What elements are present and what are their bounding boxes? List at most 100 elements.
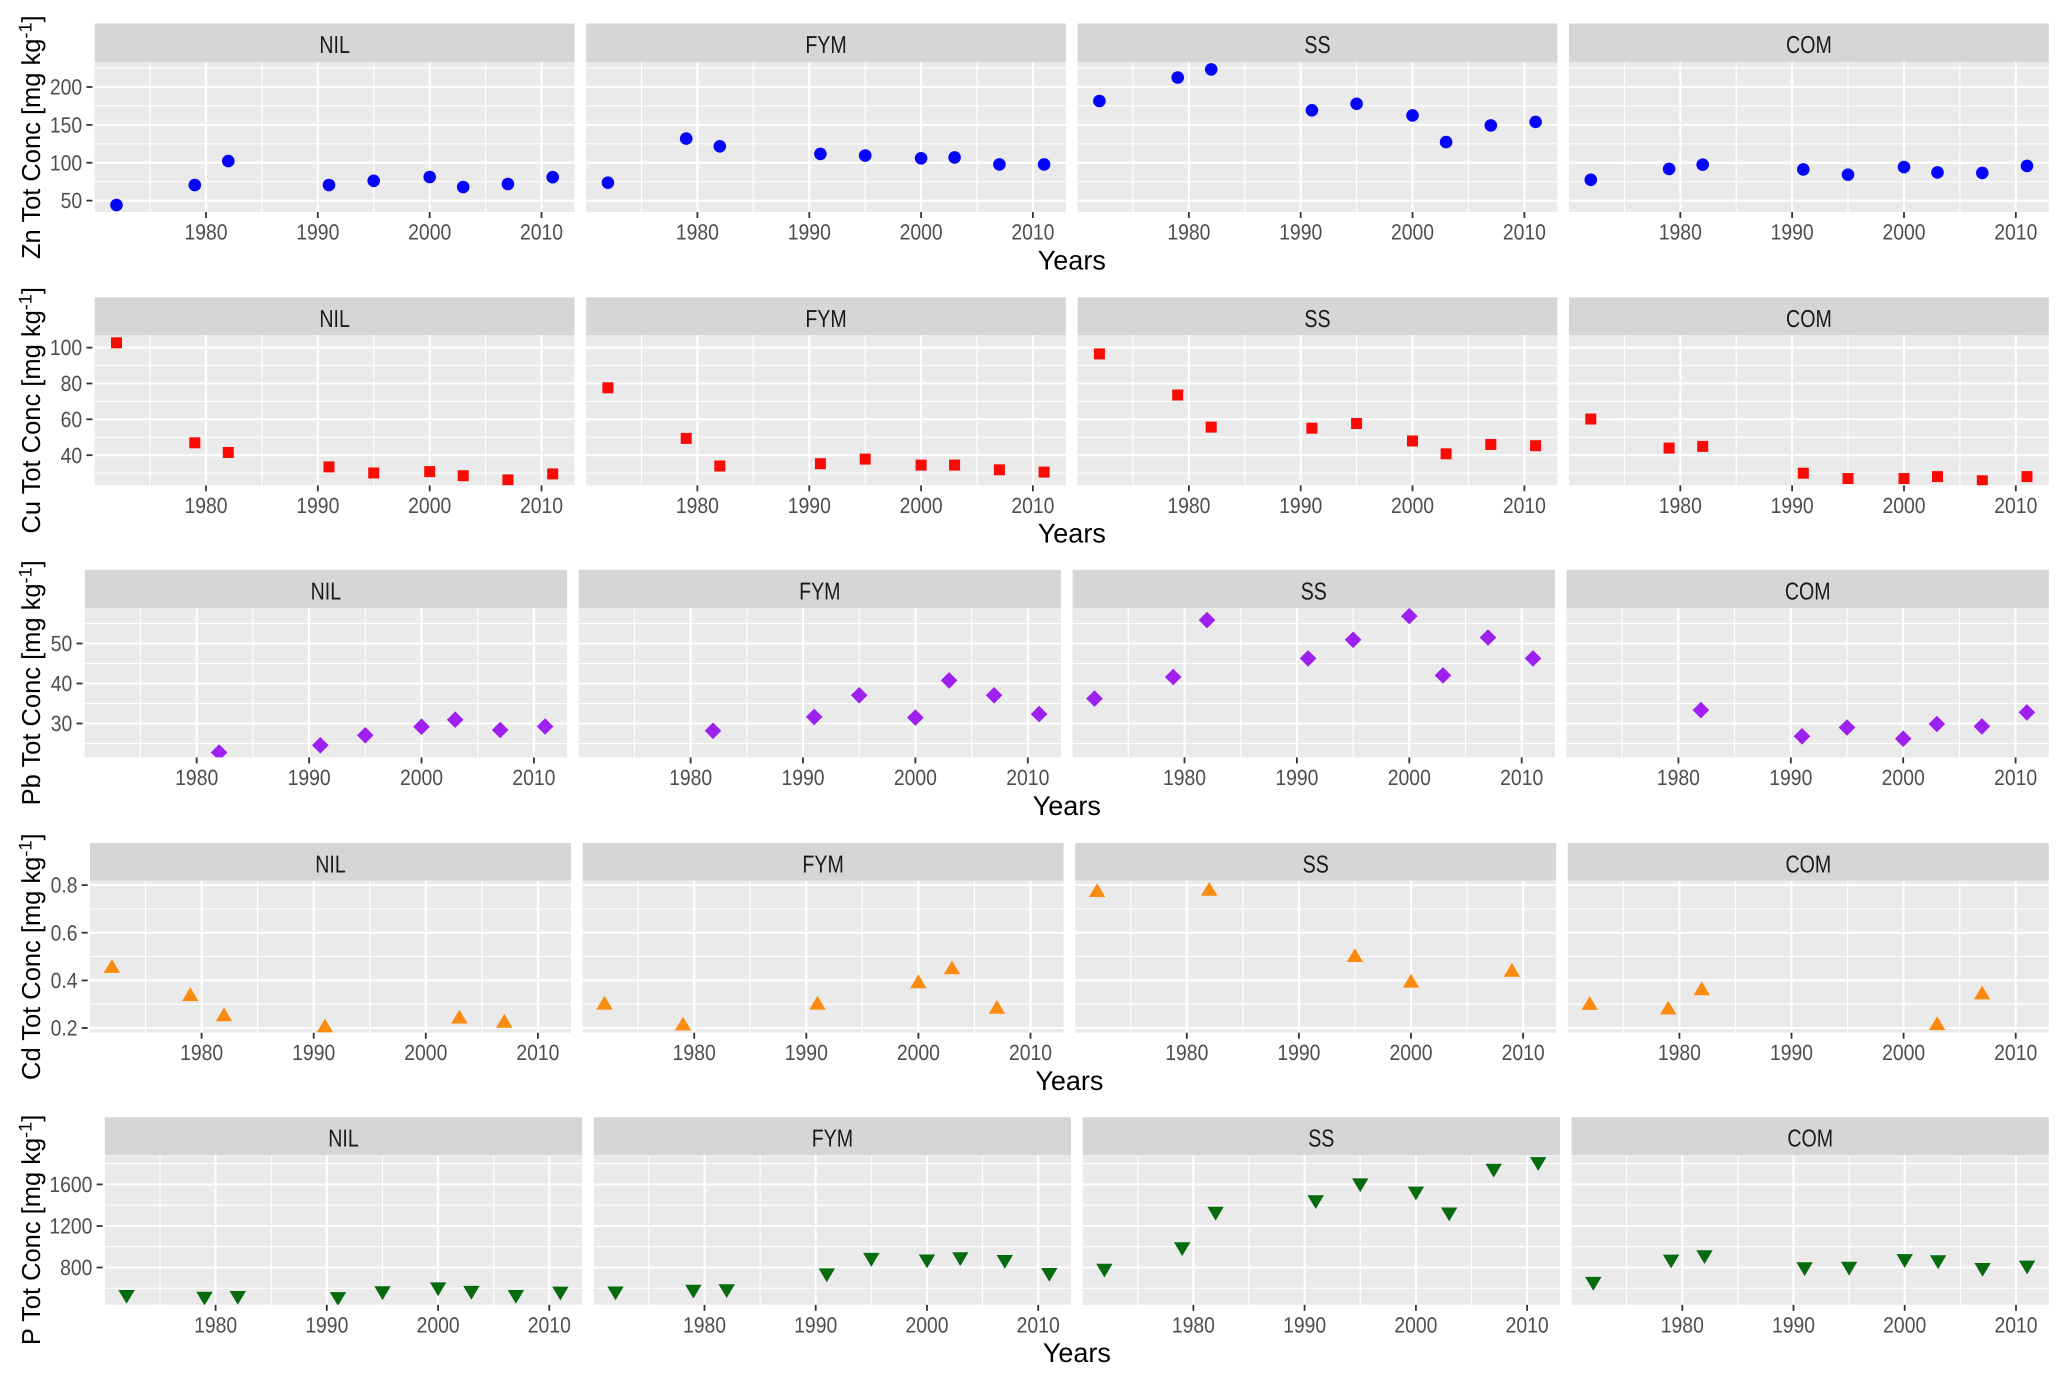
- svg-text:2000: 2000: [417, 1312, 460, 1337]
- svg-text:COM: COM: [1786, 32, 1832, 59]
- svg-text:1990: 1990: [785, 1040, 828, 1065]
- svg-text:Zn Tot Conc [mg kg-1]: Zn Tot Conc [mg kg-1]: [15, 15, 47, 259]
- svg-text:FYM: FYM: [812, 1126, 853, 1153]
- svg-text:SS: SS: [1301, 578, 1327, 605]
- svg-text:2010: 2010: [1503, 220, 1546, 245]
- svg-text:FYM: FYM: [802, 852, 843, 879]
- svg-text:2010: 2010: [1011, 220, 1054, 245]
- svg-text:Years: Years: [1043, 1338, 1111, 1368]
- svg-text:1980: 1980: [1172, 1312, 1215, 1337]
- svg-text:P Tot Conc [mg kg-1]: P Tot Conc [mg kg-1]: [15, 1115, 47, 1345]
- svg-text:2000: 2000: [408, 220, 451, 245]
- svg-text:2000: 2000: [1391, 220, 1434, 245]
- svg-text:FYM: FYM: [805, 306, 846, 333]
- svg-text:2000: 2000: [400, 765, 443, 790]
- svg-text:SS: SS: [1304, 306, 1330, 333]
- svg-text:2010: 2010: [1011, 493, 1054, 518]
- svg-text:2010: 2010: [1502, 1040, 1545, 1065]
- svg-text:2010: 2010: [520, 220, 563, 245]
- svg-text:0.4: 0.4: [51, 968, 78, 993]
- svg-text:1990: 1990: [1283, 1312, 1326, 1337]
- svg-text:2010: 2010: [1506, 1312, 1549, 1337]
- svg-text:Cd Tot Conc [mg kg-1]: Cd Tot Conc [mg kg-1]: [15, 833, 47, 1080]
- svg-text:1980: 1980: [1661, 1312, 1704, 1337]
- svg-text:2010: 2010: [1994, 1040, 2037, 1065]
- svg-text:2000: 2000: [1882, 1040, 1925, 1065]
- svg-text:1990: 1990: [1771, 220, 1814, 245]
- svg-text:2000: 2000: [1882, 220, 1925, 245]
- svg-text:2010: 2010: [1017, 1312, 1060, 1337]
- svg-text:40: 40: [61, 443, 83, 468]
- svg-text:SS: SS: [1304, 32, 1330, 59]
- svg-text:60: 60: [61, 407, 83, 432]
- svg-text:100: 100: [50, 335, 82, 360]
- svg-text:2010: 2010: [1994, 765, 2037, 790]
- svg-text:2010: 2010: [516, 1040, 559, 1065]
- svg-text:1980: 1980: [184, 220, 227, 245]
- svg-text:1980: 1980: [673, 1040, 716, 1065]
- svg-text:Years: Years: [1033, 791, 1101, 821]
- svg-text:FYM: FYM: [799, 578, 840, 605]
- svg-text:1980: 1980: [1659, 493, 1702, 518]
- svg-text:0.8: 0.8: [51, 873, 78, 898]
- svg-text:1980: 1980: [669, 765, 712, 790]
- svg-text:2000: 2000: [1882, 765, 1925, 790]
- svg-text:1980: 1980: [683, 1312, 726, 1337]
- svg-text:1990: 1990: [292, 1040, 335, 1065]
- svg-text:NIL: NIL: [315, 852, 346, 879]
- svg-text:2000: 2000: [1882, 493, 1925, 518]
- svg-text:NIL: NIL: [319, 306, 350, 333]
- svg-text:Years: Years: [1038, 245, 1106, 275]
- svg-text:2010: 2010: [528, 1312, 571, 1337]
- svg-text:1990: 1990: [305, 1312, 348, 1337]
- svg-text:1990: 1990: [788, 220, 831, 245]
- svg-text:2010: 2010: [1994, 493, 2037, 518]
- svg-text:2010: 2010: [512, 765, 555, 790]
- svg-text:NIL: NIL: [311, 578, 342, 605]
- svg-text:1990: 1990: [296, 493, 339, 518]
- svg-text:80: 80: [61, 371, 83, 396]
- svg-text:2000: 2000: [1389, 1040, 1432, 1065]
- svg-text:800: 800: [60, 1255, 92, 1280]
- svg-text:1980: 1980: [194, 1312, 237, 1337]
- svg-text:100: 100: [50, 150, 82, 175]
- svg-text:50: 50: [61, 188, 83, 213]
- svg-text:2010: 2010: [1009, 1040, 1052, 1065]
- svg-text:COM: COM: [1785, 578, 1831, 605]
- svg-text:1990: 1990: [288, 765, 331, 790]
- svg-text:1980: 1980: [1165, 1040, 1208, 1065]
- svg-text:SS: SS: [1308, 1126, 1334, 1153]
- svg-text:2010: 2010: [520, 493, 563, 518]
- svg-text:1980: 1980: [676, 220, 719, 245]
- svg-text:2010: 2010: [1994, 220, 2037, 245]
- svg-text:COM: COM: [1785, 852, 1831, 879]
- svg-text:Years: Years: [1035, 1066, 1103, 1096]
- svg-text:1980: 1980: [1167, 493, 1210, 518]
- svg-text:1600: 1600: [49, 1172, 92, 1197]
- svg-text:1990: 1990: [1279, 220, 1322, 245]
- svg-text:2000: 2000: [894, 765, 937, 790]
- svg-text:1980: 1980: [1167, 220, 1210, 245]
- svg-text:Cu Tot Conc [mg kg-1]: Cu Tot Conc [mg kg-1]: [15, 287, 47, 534]
- svg-text:1990: 1990: [1772, 1312, 1815, 1337]
- svg-text:0.6: 0.6: [51, 920, 78, 945]
- svg-text:2010: 2010: [1994, 1312, 2037, 1337]
- svg-text:2000: 2000: [1388, 765, 1431, 790]
- svg-text:150: 150: [50, 113, 82, 138]
- svg-text:1990: 1990: [296, 220, 339, 245]
- svg-text:2000: 2000: [900, 493, 943, 518]
- svg-text:30: 30: [51, 711, 73, 736]
- svg-text:2000: 2000: [1394, 1312, 1437, 1337]
- svg-text:2000: 2000: [408, 493, 451, 518]
- svg-text:2010: 2010: [1500, 765, 1543, 790]
- svg-text:1990: 1990: [781, 765, 824, 790]
- svg-text:1980: 1980: [1658, 1040, 1701, 1065]
- svg-text:1980: 1980: [1163, 765, 1206, 790]
- svg-text:1980: 1980: [175, 765, 218, 790]
- svg-text:40: 40: [51, 671, 73, 696]
- svg-text:COM: COM: [1787, 1126, 1833, 1153]
- svg-text:1990: 1990: [1771, 493, 1814, 518]
- svg-text:1980: 1980: [180, 1040, 223, 1065]
- svg-text:NIL: NIL: [328, 1126, 359, 1153]
- svg-text:SS: SS: [1303, 852, 1329, 879]
